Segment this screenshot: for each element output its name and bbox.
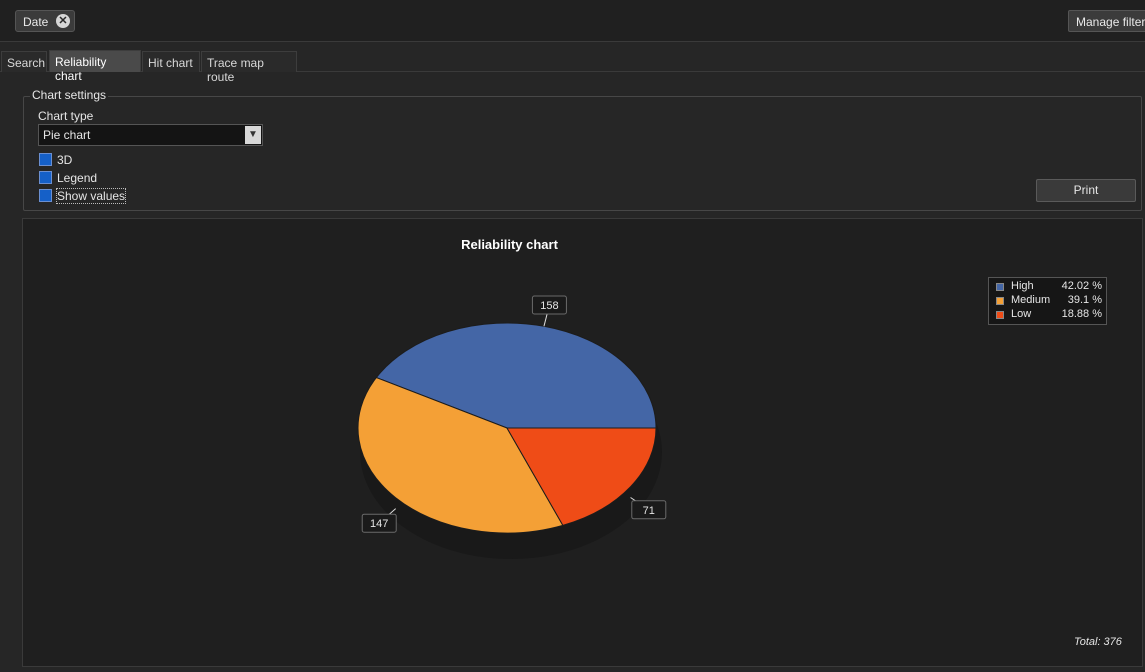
value-label-medium: 147 (370, 518, 388, 530)
chart-settings-group (23, 96, 1142, 211)
value-label-box-low (631, 500, 667, 520)
pie-slice-medium (357, 376, 564, 534)
date-filter-chip[interactable]: Date ✕ (15, 10, 75, 32)
chart-title-row: Reliability chart (0, 237, 1145, 252)
legend-percent-low: 18.88 % (1061, 308, 1102, 320)
legend-label-high: High (1011, 280, 1034, 292)
print-button[interactable]: Print (1036, 179, 1136, 202)
checkbox-3d-label[interactable]: 3D (57, 153, 73, 167)
value-label-low: 71 (643, 505, 655, 517)
legend-entry-low: Low 18.88 % (989, 308, 1106, 322)
chart-legend: High 42.02 % Medium 39.1 % Low 18.88 % (988, 277, 1107, 325)
legend-percent-high: 42.02 % (1061, 280, 1102, 292)
tab-search[interactable]: Search (1, 51, 47, 72)
close-icon[interactable]: ✕ (56, 14, 70, 28)
date-filter-label: Date (23, 15, 49, 29)
chart-type-label: Chart type (38, 109, 94, 123)
legend-entry-medium: Medium 39.1 % (989, 294, 1106, 308)
chart-type-select[interactable]: Pie chart ▼ (38, 124, 263, 146)
checkbox-legend[interactable] (39, 171, 52, 184)
pie-slice-high (375, 322, 657, 429)
chevron-down-icon[interactable]: ▼ (245, 126, 261, 144)
top-filter-bar: Date ✕ Manage filters (0, 0, 1145, 42)
value-label-high: 158 (540, 300, 558, 312)
manage-filters-button[interactable]: Manage filters (1068, 10, 1145, 32)
chart-title: Reliability chart (461, 237, 558, 252)
checkbox-show-values[interactable] (39, 189, 52, 202)
tab-hit-chart[interactable]: Hit chart (142, 51, 200, 72)
legend-label-low: Low (1011, 308, 1032, 320)
legend-entry-high: High 42.02 % (989, 280, 1106, 294)
checkbox-show-values-label[interactable]: Show values (55, 188, 127, 204)
legend-swatch-medium (996, 297, 1004, 305)
value-label-box-high (531, 295, 567, 315)
tab-bar: Search Reliability chart Hit chart Trace… (0, 50, 1145, 84)
tab-trace-map-route[interactable]: Trace map route (201, 51, 297, 84)
legend-percent-medium: 39.1 % (1067, 294, 1102, 306)
chart-settings-title: Chart settings (30, 88, 109, 102)
tab-reliability-chart[interactable]: Reliability chart (49, 50, 141, 83)
pie-slice-low (506, 427, 657, 526)
legend-label-medium: Medium (1011, 294, 1051, 306)
checkbox-3d[interactable] (39, 153, 52, 166)
chart-total: Total: 376 (1074, 636, 1122, 648)
value-label-box-medium (361, 513, 397, 533)
checkbox-legend-label[interactable]: Legend (57, 171, 98, 185)
legend-swatch-high (996, 283, 1004, 291)
chart-type-value: Pie chart (43, 128, 91, 142)
legend-swatch-low (996, 311, 1004, 319)
